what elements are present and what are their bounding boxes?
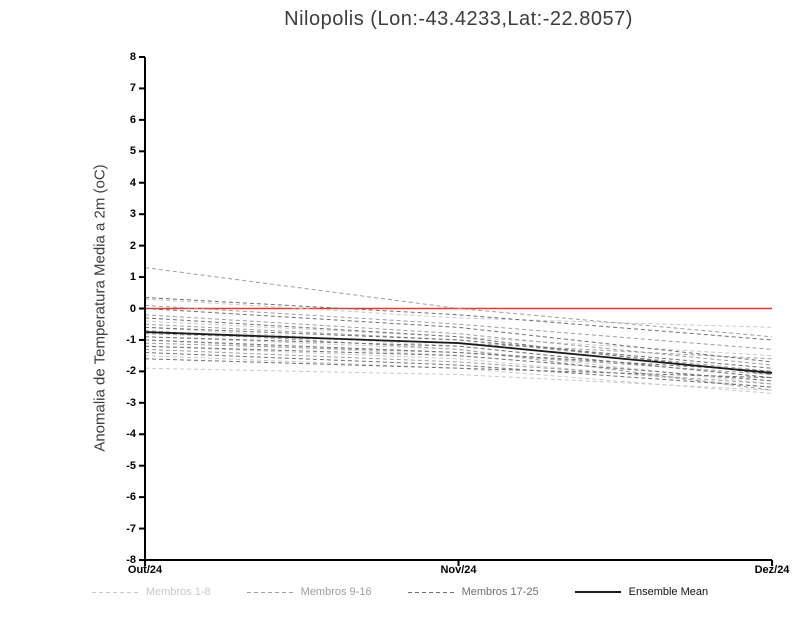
y-tick-label: 0 <box>129 302 136 315</box>
legend-label: Ensemble Mean <box>628 586 709 598</box>
y-tick-label: 6 <box>129 113 136 126</box>
chart-title: Nilopolis (Lon:-43.4233,Lat:-22.8057) <box>284 8 633 30</box>
y-tick-label: 3 <box>129 208 136 221</box>
x-tick-label: Nov/24 <box>440 564 477 576</box>
y-tick-label: -6 <box>126 491 136 504</box>
legend-item-ensemble-mean: Ensemble Mean <box>574 586 709 598</box>
y-tick-label: 1 <box>129 271 136 284</box>
ensemble-mean-line <box>144 331 773 374</box>
y-tick-label: 4 <box>129 176 136 189</box>
y-tick-label: 8 <box>129 51 136 63</box>
chart-plot <box>139 56 773 566</box>
legend-line-swatch <box>246 591 293 593</box>
legend: Membros 1-8 Membros 9-16 Membros 17-25 E… <box>0 586 800 598</box>
legend-label: Membros 17-25 <box>461 586 539 598</box>
y-tick-label: -5 <box>126 459 136 472</box>
x-tick-label: Out/24 <box>127 564 163 576</box>
legend-line-swatch <box>574 591 621 593</box>
legend-item-membros-17-25: Membros 17-25 <box>407 586 539 598</box>
legend-item-membros-1-8: Membros 1-8 <box>91 586 211 598</box>
legend-label: Membros 1-8 <box>145 586 211 598</box>
legend-label: Membros 9-16 <box>300 586 372 598</box>
ensemble-member-line <box>144 296 773 341</box>
legend-item-membros-9-16: Membros 9-16 <box>246 586 372 598</box>
y-tick-label: 7 <box>129 82 136 95</box>
y-tick-label: -1 <box>126 333 136 346</box>
y-tick-label: -7 <box>126 522 136 535</box>
y-tick-label: -8 <box>126 554 136 566</box>
y-tick-label: 5 <box>129 145 136 158</box>
ensemble-member-line <box>144 267 773 338</box>
y-tick-label: -3 <box>126 396 136 409</box>
y-tick-label: -2 <box>126 365 136 378</box>
y-tick-label: -4 <box>126 428 136 441</box>
x-tick-label: Dez/24 <box>754 564 790 576</box>
y-tick-label: 2 <box>129 239 136 252</box>
legend-line-swatch <box>407 591 454 593</box>
ensemble-member-line <box>144 367 773 391</box>
legend-line-swatch <box>91 591 138 593</box>
